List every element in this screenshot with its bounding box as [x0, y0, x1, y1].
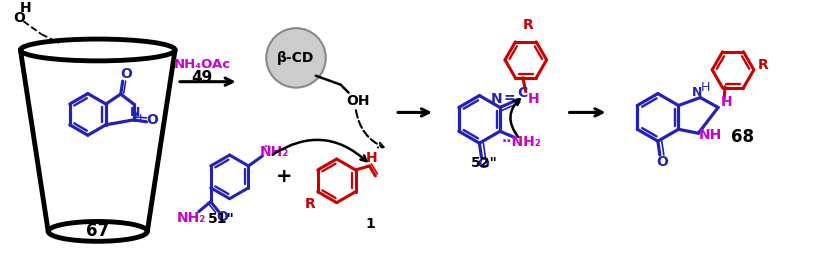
- Text: O: O: [120, 67, 131, 81]
- Text: O: O: [656, 155, 667, 169]
- Text: C: C: [518, 86, 528, 100]
- Text: NH₂: NH₂: [176, 211, 205, 224]
- Text: R: R: [304, 197, 315, 211]
- Text: 68: 68: [730, 128, 753, 146]
- Text: H: H: [366, 151, 377, 165]
- Text: 1: 1: [366, 217, 375, 232]
- Text: N: N: [490, 92, 502, 105]
- Text: H: H: [700, 81, 710, 94]
- Text: β-CD: β-CD: [277, 51, 315, 65]
- Text: O: O: [217, 209, 228, 224]
- Text: O: O: [13, 11, 26, 25]
- Text: 67: 67: [86, 222, 109, 240]
- Text: N: N: [129, 107, 140, 120]
- Text: NH₄OAc: NH₄OAc: [174, 58, 231, 71]
- Text: H: H: [721, 94, 733, 108]
- Text: =: =: [503, 91, 514, 105]
- Circle shape: [266, 28, 326, 88]
- Text: H: H: [528, 92, 539, 105]
- Text: R: R: [758, 58, 768, 72]
- Text: OH: OH: [347, 94, 370, 108]
- Text: O: O: [477, 157, 490, 171]
- Text: +: +: [276, 167, 293, 186]
- Text: ··NH₂: ··NH₂: [502, 135, 542, 149]
- Text: O: O: [146, 113, 159, 127]
- Text: N̈H₂: N̈H₂: [260, 145, 289, 159]
- Text: R: R: [523, 18, 533, 32]
- Text: NH: NH: [699, 128, 722, 142]
- Text: 52": 52": [471, 156, 498, 170]
- Text: 51": 51": [208, 211, 235, 225]
- Text: H: H: [133, 114, 141, 124]
- Text: N: N: [692, 86, 702, 99]
- Text: H: H: [20, 1, 31, 15]
- Text: 49: 49: [191, 70, 213, 85]
